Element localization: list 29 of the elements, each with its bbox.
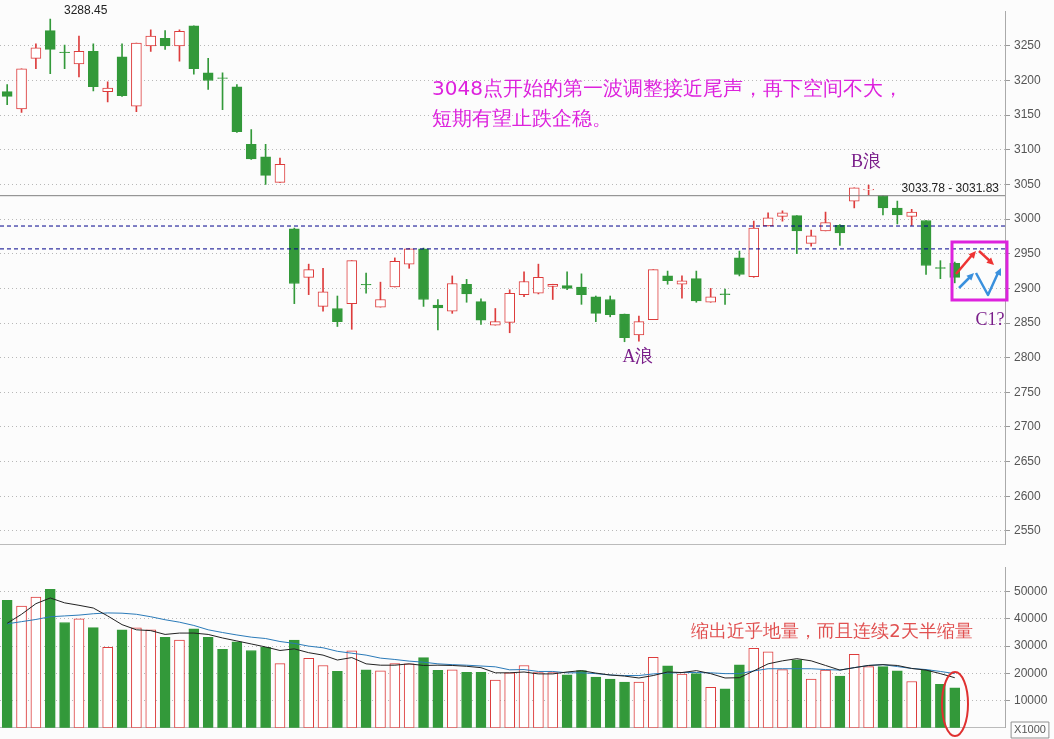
annotation: C1? xyxy=(975,308,1005,329)
annotation: A浪 xyxy=(622,345,654,366)
annotation: 短期有望止跌企稳。 xyxy=(432,106,612,131)
text: X1000 xyxy=(1014,723,1046,736)
y-tick-label: 3100 xyxy=(1014,142,1042,157)
ref-line-label: 3033.78 - 3031.83 xyxy=(901,181,1000,195)
y-tick-label: 2550 xyxy=(1014,523,1042,538)
y-tick-label: 50000 xyxy=(1014,584,1048,599)
annotation: 3048点开始的第一波调整接近尾声，再下空间不大， xyxy=(432,76,903,101)
annotation: 3288.45 xyxy=(64,3,108,18)
y-tick-label: 10000 xyxy=(1014,692,1048,707)
y-tick-label: 3250 xyxy=(1014,38,1042,53)
annotation: 缩出近乎地量，而且连续2天半缩量 xyxy=(691,619,973,641)
y-tick-label: 2850 xyxy=(1014,315,1042,330)
y-tick-label: 30000 xyxy=(1014,638,1048,653)
y-tick-label: 3000 xyxy=(1014,211,1042,226)
y-tick-label: 2950 xyxy=(1014,246,1042,261)
y-tick-label: 2700 xyxy=(1014,419,1042,434)
y-tick-label: 3050 xyxy=(1014,176,1042,191)
y-tick-label: 40000 xyxy=(1014,611,1048,626)
annotation: B浪 xyxy=(850,150,882,171)
y-tick-label: 2650 xyxy=(1014,453,1042,468)
y-tick-label: 3200 xyxy=(1014,72,1042,87)
y-tick-label: 20000 xyxy=(1014,665,1048,680)
y-tick-label: 2750 xyxy=(1014,384,1042,399)
y-tick-label: 3150 xyxy=(1014,107,1042,122)
y-tick-label: 2800 xyxy=(1014,350,1042,365)
y-tick-label: 2600 xyxy=(1014,488,1042,503)
y-tick-label: 2900 xyxy=(1014,280,1042,295)
